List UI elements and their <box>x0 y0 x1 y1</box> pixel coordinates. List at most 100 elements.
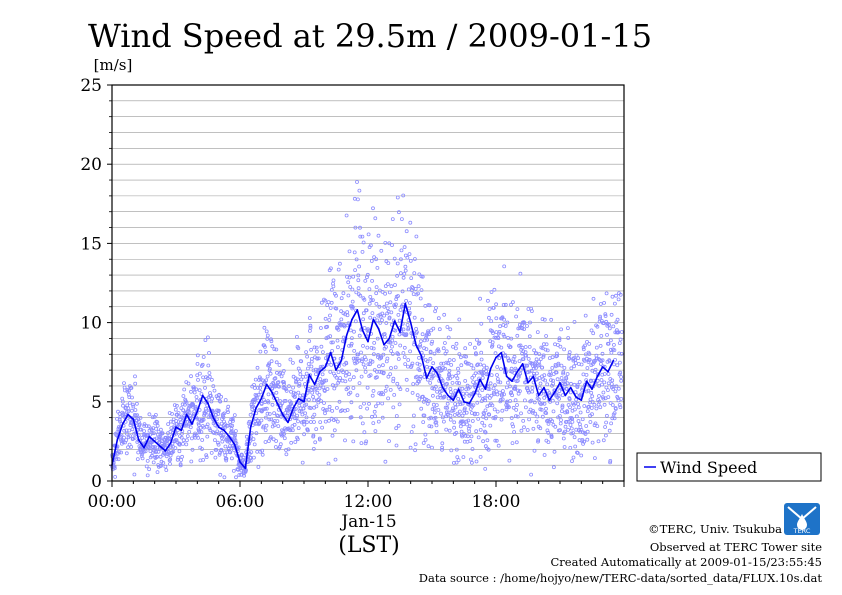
data-point <box>502 317 507 322</box>
data-point <box>475 411 480 416</box>
data-point <box>364 439 369 444</box>
x-tick-label: 18:00 <box>472 492 521 512</box>
data-point <box>264 406 269 411</box>
data-point <box>179 458 184 462</box>
data-point <box>265 374 270 379</box>
data-point <box>470 447 475 451</box>
data-point <box>171 449 176 454</box>
data-point <box>234 475 238 480</box>
data-point <box>535 371 539 376</box>
data-point <box>344 370 349 375</box>
data-point <box>507 358 512 363</box>
data-point <box>432 410 437 415</box>
data-point <box>304 371 309 376</box>
data-point <box>515 403 519 407</box>
data-point <box>562 365 567 370</box>
series-line <box>132 418 140 441</box>
data-point <box>225 408 230 412</box>
data-point <box>210 396 215 401</box>
data-point <box>126 392 131 397</box>
data-point <box>477 393 482 398</box>
data-point <box>583 343 587 348</box>
data-point <box>529 472 533 477</box>
data-point <box>518 389 522 394</box>
data-point <box>502 392 506 397</box>
data-point <box>540 346 545 351</box>
data-point <box>421 441 426 445</box>
data-point <box>428 349 433 354</box>
data-point <box>513 387 517 391</box>
data-point <box>452 413 457 417</box>
data-point <box>194 395 199 399</box>
data-point <box>310 390 315 395</box>
data-point <box>580 417 585 422</box>
data-point <box>429 424 434 429</box>
data-point <box>336 267 341 272</box>
data-point <box>386 261 391 266</box>
data-point <box>492 287 497 292</box>
data-point <box>478 296 483 301</box>
data-point <box>559 418 563 423</box>
data-point <box>489 393 494 398</box>
data-point <box>363 357 368 362</box>
data-point <box>619 396 624 401</box>
data-point <box>255 365 260 370</box>
data-point <box>205 422 210 427</box>
data-point <box>495 373 499 377</box>
data-point <box>269 359 274 364</box>
data-point <box>121 403 125 408</box>
data-point <box>252 386 257 390</box>
data-point <box>448 390 453 395</box>
series-line <box>223 429 231 438</box>
data-point <box>370 393 375 398</box>
data-point <box>534 365 538 370</box>
data-point <box>424 364 429 369</box>
data-point <box>557 389 562 394</box>
data-point <box>463 433 468 438</box>
data-point <box>618 292 623 297</box>
data-point <box>459 429 464 434</box>
data-point <box>425 337 430 342</box>
data-point <box>227 449 232 454</box>
data-point <box>304 350 309 355</box>
data-point <box>586 388 591 393</box>
data-point <box>129 408 134 413</box>
data-point <box>616 386 621 391</box>
x-axis-ticks: 00:00 06:00 12:00 18:00 <box>88 481 625 512</box>
data-point <box>605 332 609 337</box>
data-point <box>567 397 572 402</box>
data-point <box>525 428 530 432</box>
series-line <box>185 413 193 425</box>
data-point <box>360 234 365 239</box>
data-point <box>359 350 363 355</box>
data-point <box>329 362 334 367</box>
data-point <box>133 408 138 412</box>
data-point <box>579 453 584 458</box>
data-point <box>114 456 119 461</box>
series-line <box>447 394 455 402</box>
data-point <box>498 380 503 385</box>
data-point <box>571 358 576 363</box>
data-point <box>458 355 463 360</box>
data-point <box>133 374 137 379</box>
series-line <box>212 416 220 428</box>
data-point <box>234 441 239 446</box>
data-point <box>595 424 600 429</box>
data-point <box>525 324 529 328</box>
logo-drop <box>797 514 807 530</box>
data-point <box>490 340 495 345</box>
data-point <box>619 378 624 383</box>
data-point <box>350 287 355 292</box>
data-point <box>594 406 599 411</box>
data-point <box>350 304 355 309</box>
data-point <box>456 458 461 463</box>
data-point <box>616 398 621 403</box>
data-point <box>500 392 505 397</box>
data-point <box>251 455 256 460</box>
data-point <box>270 402 275 407</box>
data-point <box>240 453 244 457</box>
data-point <box>439 411 443 416</box>
data-point <box>389 366 393 370</box>
data-point <box>515 333 520 338</box>
data-point <box>355 180 359 184</box>
